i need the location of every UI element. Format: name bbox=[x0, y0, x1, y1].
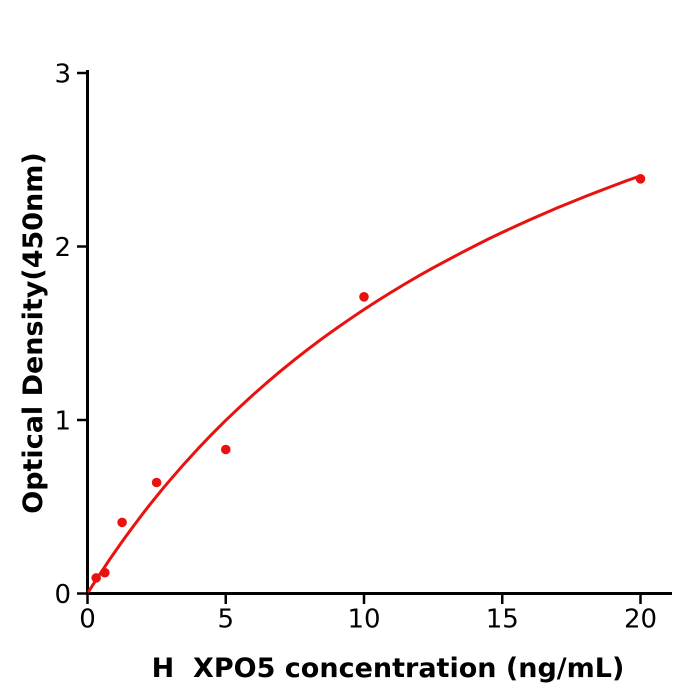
y-tick-label-3: 3 bbox=[54, 60, 71, 90]
data-point-5 bbox=[359, 292, 369, 302]
data-point-1 bbox=[100, 567, 110, 578]
x-tick-label-20: 20 bbox=[624, 605, 657, 635]
x-tick-label-5: 5 bbox=[217, 605, 234, 635]
y-tick-label-0: 0 bbox=[54, 580, 71, 610]
data-point-2 bbox=[117, 517, 127, 528]
data-point-3 bbox=[151, 477, 162, 488]
y-tick-label-2: 2 bbox=[54, 233, 71, 263]
axes-layer: 0 5 10 15 20 0 1 2 3 bbox=[54, 60, 672, 635]
x-tick-label-10: 10 bbox=[347, 605, 380, 635]
data-point-0 bbox=[91, 573, 101, 583]
data-point-6 bbox=[635, 174, 646, 184]
data-layer bbox=[87, 174, 646, 593]
x-axis-label: H XPO5 concentration (ng/mL) bbox=[152, 653, 625, 684]
x-tick-label-0: 0 bbox=[79, 605, 96, 635]
y-tick-label-1: 1 bbox=[54, 407, 71, 437]
data-point-4 bbox=[221, 444, 231, 455]
x-tick-label-15: 15 bbox=[486, 605, 519, 635]
y-axis-label: Optical Density(450nm) bbox=[18, 152, 49, 514]
fit-curve bbox=[87, 174, 642, 593]
